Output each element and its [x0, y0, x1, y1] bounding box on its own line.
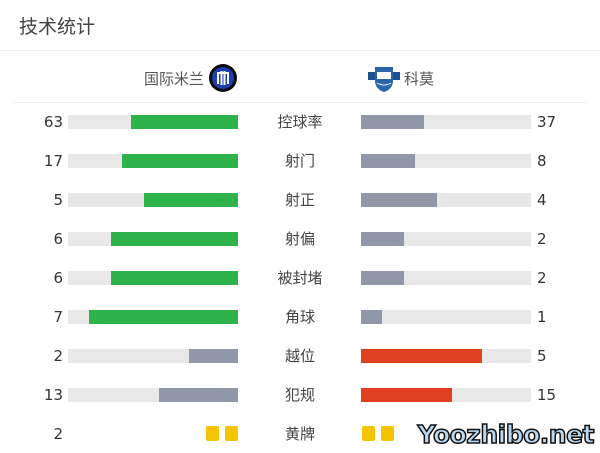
- stat-row: 6 射偏 2: [0, 229, 600, 249]
- home-bar-fill: [159, 388, 238, 402]
- away-team[interactable]: 科莫: [368, 63, 434, 93]
- yellow-card-icon: [206, 426, 219, 441]
- home-value: 6: [53, 269, 63, 287]
- home-value: 17: [43, 152, 63, 170]
- divider: [0, 50, 600, 51]
- away-bar-fill: [361, 310, 383, 324]
- inter-crest-icon: [209, 64, 238, 92]
- yellow-card-icon: [381, 426, 394, 441]
- away-value: 8: [537, 152, 547, 170]
- home-bar-track: [68, 193, 238, 207]
- home-bar-fill: [89, 310, 238, 324]
- away-value: 2: [537, 230, 547, 248]
- away-bar-track: [361, 154, 531, 168]
- away-bar-fill: [361, 154, 416, 168]
- stat-row: 7 角球 1: [0, 307, 600, 327]
- stat-row-yellow-cards: 2 黄牌: [0, 424, 600, 444]
- home-bar-fill: [143, 193, 238, 207]
- home-value: 5: [53, 191, 63, 209]
- stat-row: 5 射正 4: [0, 190, 600, 210]
- home-bar-track: [68, 232, 238, 246]
- home-value: 2: [53, 425, 63, 443]
- stat-label: 被封堵: [277, 269, 323, 287]
- away-bar-fill: [361, 388, 453, 402]
- away-bar-fill: [361, 115, 424, 129]
- stat-row: 6 被封堵 2: [0, 268, 600, 288]
- away-bar-track: [361, 388, 531, 402]
- home-bar-track: [68, 310, 238, 324]
- yellow-card-icon: [362, 426, 375, 441]
- home-value: 7: [53, 308, 63, 326]
- stat-label: 射偏: [284, 230, 315, 248]
- stat-label: 越位: [284, 347, 315, 365]
- stat-label: 射正: [284, 191, 315, 209]
- away-bar-track: [361, 310, 531, 324]
- watermark: Yoozhibo.net: [417, 419, 595, 450]
- away-bar-fill: [361, 271, 404, 285]
- home-bar-track: [68, 115, 238, 129]
- away-value: 2: [537, 269, 547, 287]
- stat-row: 63 控球率 37: [0, 112, 600, 132]
- home-team[interactable]: 国际米兰: [144, 63, 238, 93]
- home-bar-track: [68, 271, 238, 285]
- divider: [13, 102, 587, 103]
- home-bar-fill: [122, 154, 238, 168]
- stat-label: 犯规: [284, 386, 315, 404]
- away-value: 37: [537, 113, 557, 131]
- home-value: 2: [53, 347, 63, 365]
- yellow-card-icon: [225, 426, 238, 441]
- stat-label: 射门: [284, 152, 315, 170]
- away-value: 1: [537, 308, 547, 326]
- home-bar-fill: [110, 271, 238, 285]
- away-team-name: 科莫: [404, 69, 435, 88]
- away-value: 15: [537, 386, 557, 404]
- stat-label: 角球: [284, 308, 315, 326]
- home-bar-track: [68, 154, 238, 168]
- home-bar-fill: [110, 232, 238, 246]
- stat-label: 黄牌: [284, 425, 315, 443]
- away-bar-fill: [361, 232, 404, 246]
- stat-label: 控球率: [277, 113, 323, 131]
- stat-row: 2 越位 5: [0, 346, 600, 366]
- stat-row: 17 射门 8: [0, 151, 600, 171]
- home-bar-track: [68, 349, 238, 363]
- away-bar-track: [361, 349, 531, 363]
- away-bar-track: [361, 232, 531, 246]
- home-value: 63: [43, 113, 63, 131]
- stat-row: 13 犯规 15: [0, 385, 600, 405]
- home-value: 6: [53, 230, 63, 248]
- away-bar-track: [361, 193, 531, 207]
- away-value: 4: [537, 191, 547, 209]
- away-bar-track: [361, 271, 531, 285]
- page-title: 技术统计: [19, 16, 96, 38]
- home-team-name: 国际米兰: [144, 69, 205, 88]
- away-value: 5: [537, 347, 547, 365]
- away-bar-track: [361, 115, 531, 129]
- away-bar-fill: [361, 349, 483, 363]
- home-bar-fill: [130, 115, 238, 129]
- como-crest-icon: [368, 67, 400, 92]
- home-bar-track: [68, 388, 238, 402]
- home-value: 13: [43, 386, 63, 404]
- home-bar-fill: [189, 349, 238, 363]
- away-bar-fill: [361, 193, 437, 207]
